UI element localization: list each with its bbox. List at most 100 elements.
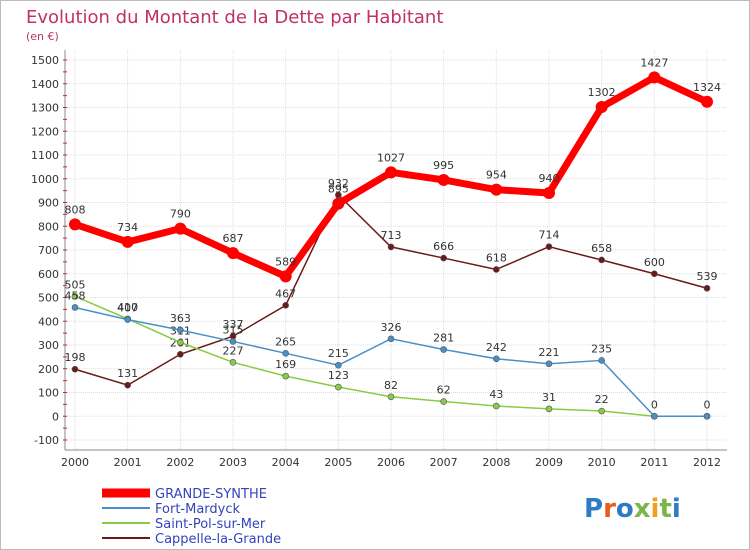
data-label: 82: [384, 379, 398, 392]
data-label: 467: [275, 287, 296, 300]
data-label: 954: [486, 169, 507, 182]
data-label: 995: [433, 159, 454, 172]
data-point: [440, 398, 447, 405]
data-label: 618: [486, 251, 507, 264]
logo-letter: i: [672, 494, 681, 524]
data-label: 940: [539, 172, 560, 185]
data-label: 62: [437, 384, 451, 397]
data-point: [282, 302, 289, 309]
y-tick-label: 500: [38, 292, 59, 305]
data-point: [385, 166, 397, 179]
data-point: [651, 270, 658, 278]
chart-title: Evolution du Montant de la Dette par Hab…: [26, 7, 443, 28]
axes: 1500140013001200110010009008007006005004…: [31, 50, 727, 469]
data-point: [282, 372, 289, 380]
logo-text: Proxiti: [584, 494, 681, 524]
series-group: 1981312613374679327136666187146586005395…: [65, 56, 721, 420]
data-point: [177, 350, 184, 358]
data-label: 337: [223, 318, 244, 331]
legend-label: GRANDE-SYNTHE: [155, 487, 267, 502]
x-tick-label: 2006: [377, 456, 405, 469]
data-label: 123: [328, 369, 349, 382]
x-tick-label: 2007: [430, 456, 458, 469]
data-point: [282, 350, 289, 357]
y-tick-label: -100: [34, 434, 59, 447]
data-label: 326: [381, 321, 402, 334]
logo-letter: o: [616, 494, 634, 524]
data-label: 1027: [377, 151, 405, 164]
data-label: 932: [328, 177, 349, 190]
y-tick-label: 600: [38, 268, 59, 281]
data-label: 315: [223, 323, 244, 336]
data-point: [490, 183, 503, 196]
data-label: 215: [328, 347, 349, 360]
x-tick-label: 2001: [114, 456, 142, 469]
y-tick-label: 100: [38, 387, 59, 400]
x-tick-label: 2009: [535, 456, 563, 469]
data-point: [493, 402, 500, 410]
y-tick-label: 300: [38, 339, 59, 352]
data-point: [279, 270, 292, 283]
data-label: 1324: [693, 81, 721, 94]
data-point: [545, 243, 553, 250]
data-label: 0: [651, 398, 658, 411]
data-point: [493, 266, 500, 273]
data-label: 22: [595, 393, 609, 406]
data-label: 1427: [640, 56, 668, 69]
data-label: 666: [433, 240, 454, 253]
data-label: 734: [117, 221, 138, 234]
data-point: [71, 293, 79, 300]
x-tick-label: 2002: [166, 456, 194, 469]
data-point: [332, 197, 345, 210]
data-point: [598, 407, 605, 415]
data-point: [71, 365, 79, 373]
series-cappelle-la-grande: 198131261337467932713666618714658600539: [65, 177, 718, 389]
data-point: [598, 357, 605, 364]
data-point: [387, 335, 395, 343]
data-point: [335, 383, 342, 391]
x-tick-label: 2003: [219, 456, 247, 469]
y-tick-label: 700: [38, 244, 59, 257]
data-label: 235: [591, 342, 612, 355]
data-point: [177, 326, 184, 334]
y-tick-label: 800: [38, 220, 59, 233]
data-point: [598, 256, 605, 264]
data-label: 363: [170, 312, 191, 325]
data-point: [229, 359, 237, 366]
data-label: 281: [433, 332, 454, 345]
data-point: [124, 316, 131, 323]
data-label: 169: [275, 358, 296, 371]
data-label: 31: [542, 391, 556, 404]
y-tick-label: 200: [38, 363, 59, 376]
data-label: 407: [117, 302, 138, 315]
data-point: [493, 355, 500, 363]
data-label: 713: [381, 229, 402, 242]
data-label: 131: [117, 367, 138, 380]
data-label: 1302: [588, 86, 616, 99]
data-point: [121, 235, 134, 248]
data-label: 458: [65, 289, 86, 302]
proxiti-logo: Proxiti: [584, 494, 681, 524]
data-point: [437, 173, 450, 186]
data-label: 410: [117, 301, 138, 314]
data-label: 221: [539, 346, 560, 359]
data-point: [387, 243, 395, 251]
x-tick-label: 2011: [640, 456, 668, 469]
legend-label: Fort-Mardyck: [155, 502, 240, 517]
logo-letter: t: [659, 494, 671, 524]
data-point: [701, 95, 713, 108]
data-label: 0: [704, 398, 711, 411]
data-point: [648, 71, 661, 84]
data-label: 895: [328, 183, 349, 196]
series-grande-synthe: 808 734 790 687 589 895 1027 995 954 940 1302 1427 1…: [65, 56, 721, 283]
logo-letter: x: [634, 494, 651, 524]
x-tick-label: 2010: [588, 456, 616, 469]
data-point: [387, 393, 395, 401]
data-point: [545, 360, 553, 368]
data-point: [543, 187, 555, 199]
data-point: [71, 304, 79, 311]
logo-letter: r: [603, 494, 616, 524]
y-tick-label: 900: [38, 197, 59, 210]
